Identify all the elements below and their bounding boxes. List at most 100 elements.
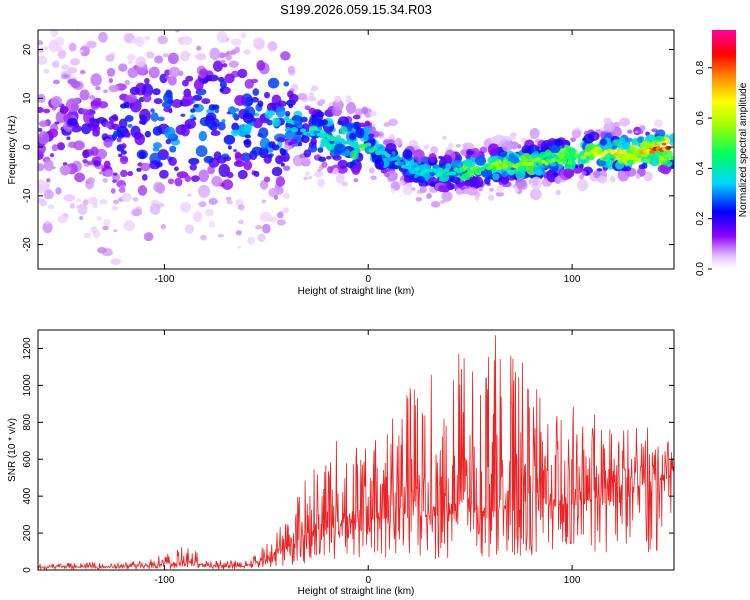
spectrogram-cell bbox=[501, 171, 509, 178]
spectrogram-ridge-cell bbox=[293, 120, 300, 125]
spectrogram-cell bbox=[462, 142, 474, 150]
spectrogram-cell bbox=[579, 163, 584, 169]
spectrogram-cell bbox=[478, 187, 483, 192]
spectrogram-cell bbox=[118, 187, 126, 193]
spectrogram-cell bbox=[368, 167, 375, 174]
spectrogram-cell bbox=[152, 142, 162, 149]
spectrogram-cell bbox=[208, 104, 216, 111]
spectrogram-cell bbox=[454, 156, 460, 161]
spectrogram-cell bbox=[188, 157, 200, 165]
spectrogram-cell bbox=[290, 138, 298, 145]
spectrogram-cell bbox=[619, 117, 631, 127]
spectrogram-cell bbox=[238, 219, 244, 225]
spectrogram-cell bbox=[57, 215, 68, 224]
spectrogram-cell bbox=[415, 196, 423, 202]
spectrogram-ridge-cell bbox=[596, 149, 603, 154]
spectrogram-cell bbox=[199, 68, 209, 76]
spectrogram-cell bbox=[296, 93, 308, 101]
spectrogram-cell bbox=[234, 47, 240, 54]
spectrogram-cell bbox=[643, 171, 653, 182]
spectrogram-cell bbox=[413, 149, 425, 162]
spectrogram-cell bbox=[571, 129, 582, 139]
spectrogram-cell bbox=[217, 23, 222, 28]
spectrogram-cell bbox=[353, 178, 359, 183]
spectrogram-cell bbox=[214, 108, 220, 114]
spectrogram-x-tick-label: 0 bbox=[365, 274, 371, 285]
spectrogram-ridge-cell bbox=[300, 128, 306, 133]
spectrogram-cell bbox=[221, 179, 234, 190]
spectrogram-cell bbox=[66, 136, 71, 141]
spectrogram-cell bbox=[43, 190, 54, 200]
spectrogram-cell bbox=[63, 74, 69, 78]
spectrogram-cell bbox=[487, 194, 495, 201]
spectrogram-cell bbox=[129, 86, 140, 96]
spectrogram-cell bbox=[144, 77, 150, 84]
spectrogram-cell bbox=[273, 194, 279, 200]
spectrogram-cell bbox=[47, 128, 59, 138]
spectrogram-ridge-cell bbox=[450, 171, 457, 176]
spectrogram-cell bbox=[339, 125, 348, 135]
colorbar-gradient bbox=[712, 30, 736, 269]
spectrogram-cell bbox=[495, 191, 504, 197]
spectrogram-cell bbox=[388, 118, 398, 127]
spectrogram-ridge-cell bbox=[613, 152, 620, 157]
spectrogram-cell bbox=[193, 78, 204, 91]
spectrogram-cell bbox=[313, 171, 324, 178]
spectrogram-cell bbox=[275, 106, 286, 118]
spectrogram-cell bbox=[641, 162, 648, 169]
spectrogram-cell bbox=[668, 133, 674, 143]
spectrogram-cell bbox=[649, 154, 660, 164]
spectrogram-cell bbox=[207, 165, 215, 175]
spectrogram-cell bbox=[70, 57, 80, 66]
spectrogram-cell bbox=[209, 121, 218, 132]
spectrogram-cell bbox=[165, 138, 172, 145]
spectrogram-cell bbox=[179, 202, 192, 213]
spectrogram-ridge-cell bbox=[495, 165, 502, 170]
spectrogram-cell bbox=[662, 149, 674, 161]
colorbar-tick-label: 0.6 bbox=[695, 111, 706, 125]
spectrogram-cell bbox=[226, 111, 231, 115]
spectrogram-cell bbox=[190, 108, 196, 113]
spectrogram-cell bbox=[491, 156, 498, 163]
spectrogram-cell bbox=[287, 65, 295, 74]
spectrogram-cell bbox=[535, 169, 543, 176]
spectrogram-cell bbox=[321, 161, 328, 168]
spectrogram-cell bbox=[385, 142, 397, 154]
spectrogram-cell bbox=[438, 184, 447, 193]
spectrogram-cell bbox=[203, 155, 214, 164]
spectrogram-cell bbox=[198, 184, 211, 198]
spectrogram-cell bbox=[108, 84, 120, 93]
spectrogram-ridge-cell bbox=[557, 153, 564, 158]
spectrogram-cell bbox=[455, 188, 463, 196]
spectrogram-cell bbox=[221, 119, 226, 123]
spectrogram-cell bbox=[63, 194, 76, 202]
spectrogram-cell bbox=[237, 169, 248, 180]
spectrogram-cell bbox=[120, 169, 128, 178]
spectrogram-cell bbox=[43, 159, 54, 172]
spectrogram-cell bbox=[303, 176, 308, 181]
spectrogram-cell bbox=[88, 196, 98, 205]
spectrogram-cell bbox=[394, 138, 403, 146]
spectrogram-cell bbox=[82, 159, 88, 164]
spectrogram-cell bbox=[224, 73, 235, 84]
spectrogram-cell bbox=[87, 177, 95, 185]
spectrogram-cell bbox=[89, 121, 98, 132]
spectrogram-cell bbox=[230, 129, 240, 137]
spectrogram-cell bbox=[208, 125, 213, 129]
spectrogram-cell bbox=[174, 177, 183, 187]
spectrogram-cell bbox=[167, 178, 175, 185]
spectrogram-cell bbox=[423, 145, 429, 150]
spectrogram-cell bbox=[140, 162, 151, 172]
spectrogram-cell bbox=[554, 176, 562, 183]
spectrogram-cell bbox=[301, 157, 311, 166]
spectrogram-cell bbox=[247, 236, 256, 245]
spectrogram-cell bbox=[469, 147, 481, 159]
spectrogram-cell bbox=[271, 166, 283, 177]
spectrogram-cell bbox=[234, 94, 246, 106]
spectrogram-cell bbox=[164, 75, 170, 79]
spectrogram-cell bbox=[113, 229, 118, 232]
spectrogram-cell bbox=[257, 233, 266, 243]
spectrogram-cell bbox=[310, 137, 317, 146]
spectrogram-cell bbox=[208, 220, 216, 228]
spectrogram-cell bbox=[108, 78, 113, 84]
